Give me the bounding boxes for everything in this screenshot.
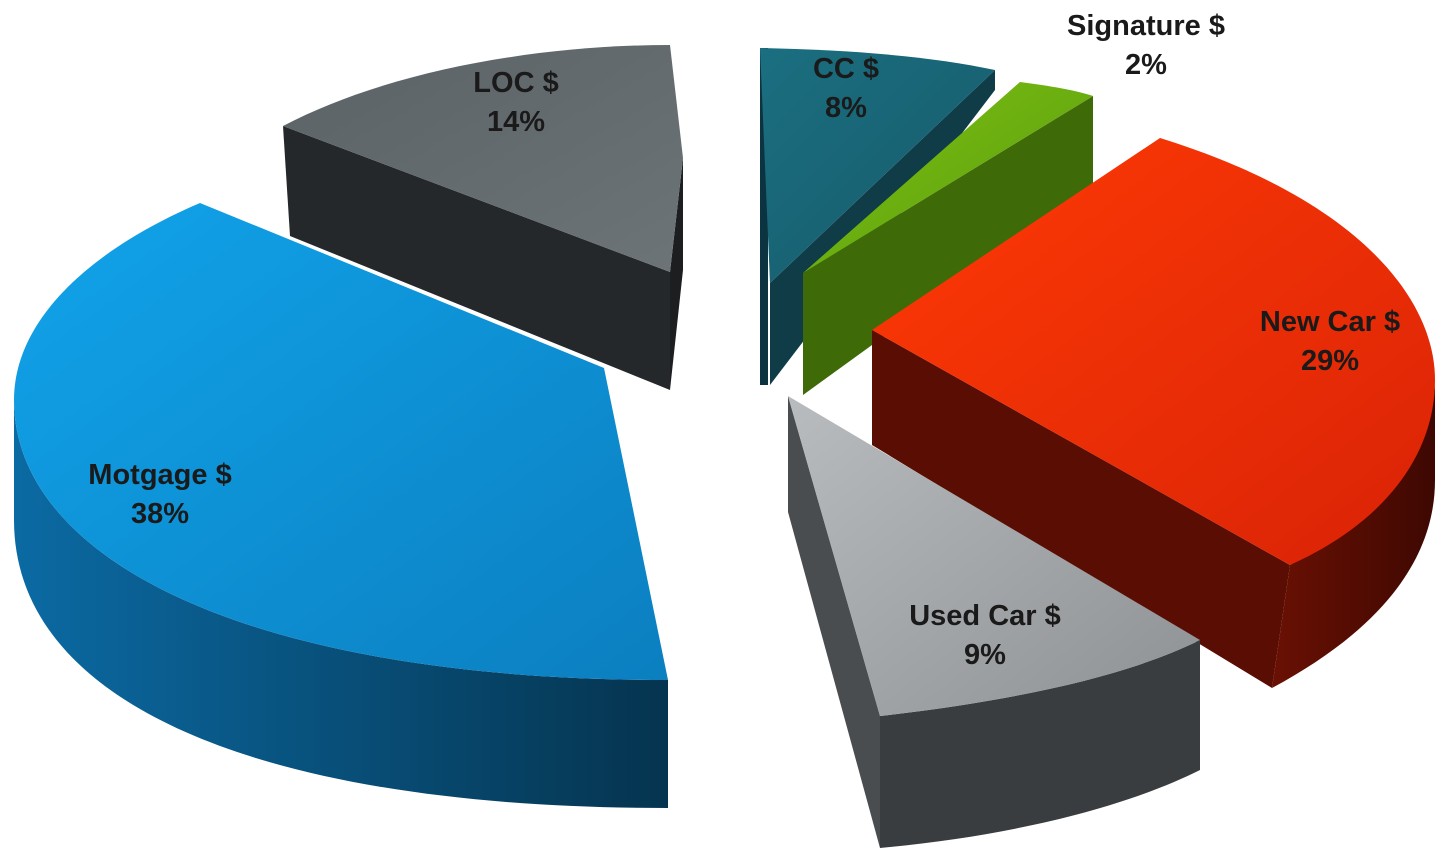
label-signature-name: Signature $ xyxy=(1067,10,1225,42)
label-signature-value: 2% xyxy=(1125,49,1167,81)
slice-mortgage-top xyxy=(14,203,668,680)
label-mortgage-value: 38% xyxy=(131,498,189,530)
label-loc-value: 14% xyxy=(487,106,545,138)
slice-loc-side-left xyxy=(283,126,670,390)
slice-mortgage-side xyxy=(14,400,668,808)
label-cc-value: 8% xyxy=(825,92,867,124)
label-new-car-name: New Car $ xyxy=(1260,306,1400,338)
slice-used-car-top xyxy=(788,396,1200,716)
slice-signature-top xyxy=(803,82,1093,273)
slice-new-car xyxy=(872,138,1435,688)
slice-loc-top xyxy=(283,45,683,272)
slice-signature xyxy=(803,82,1093,395)
slice-signature-side xyxy=(803,96,1093,395)
slice-new-car-top xyxy=(872,138,1435,565)
slice-used-car-side-front xyxy=(880,640,1200,848)
slice-new-car-side-right xyxy=(1272,380,1435,688)
label-loc-name: LOC $ xyxy=(473,67,558,99)
slice-loc xyxy=(283,45,683,390)
slice-loc-side-right xyxy=(670,158,683,390)
label-mortgage-name: Motgage $ xyxy=(88,459,231,491)
slice-labels: LOC $ 14% CC $ 8% Signature $ 2% New Car… xyxy=(88,10,1400,671)
label-new-car-value: 29% xyxy=(1301,345,1359,377)
slice-used-car-side-left xyxy=(788,396,880,848)
slice-used-car xyxy=(788,396,1200,848)
label-cc-name: CC $ xyxy=(813,53,879,85)
slice-mortgage xyxy=(14,203,668,808)
label-used-car-name: Used Car $ xyxy=(909,600,1061,632)
slice-new-car-side-left xyxy=(872,330,1290,688)
slice-cc-top xyxy=(760,48,995,283)
label-used-car-value: 9% xyxy=(964,639,1006,671)
